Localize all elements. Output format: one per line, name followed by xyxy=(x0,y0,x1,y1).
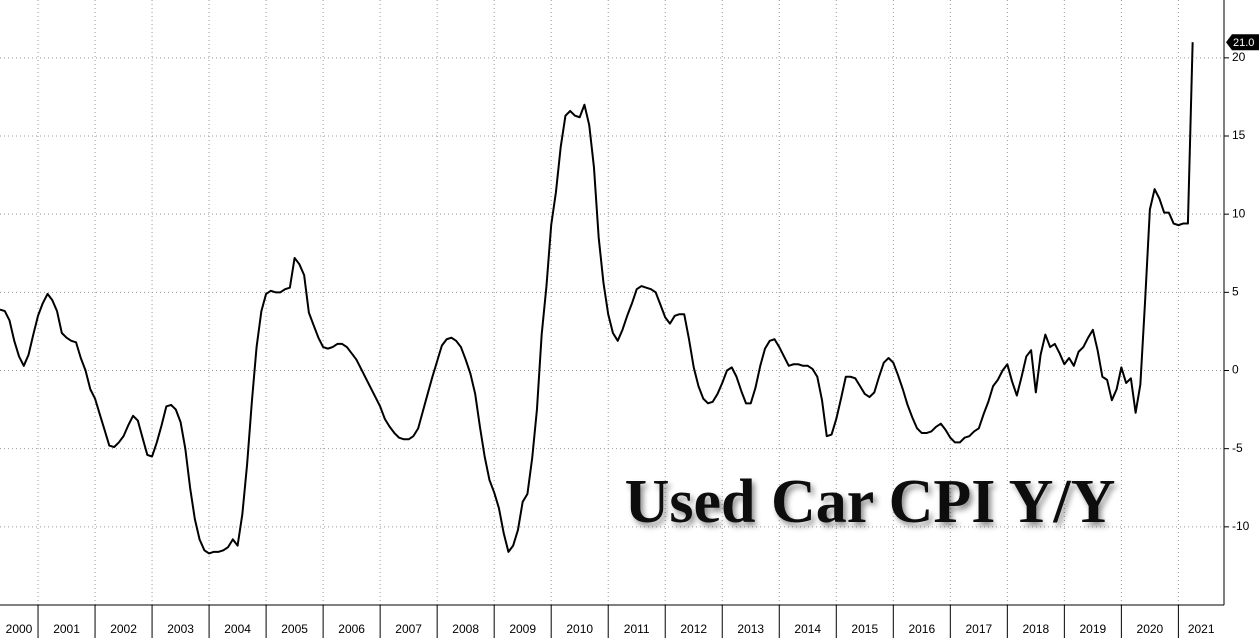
x-tick-label: 2016 xyxy=(908,622,935,636)
x-tick-label: 2011 xyxy=(624,622,650,636)
last-value-tag xyxy=(1226,34,1259,51)
x-tick-label: 2020 xyxy=(1137,622,1164,636)
x-tick-label: 2015 xyxy=(851,622,878,636)
x-tick-label: 2021 xyxy=(1188,622,1215,636)
y-tick-label: 5 xyxy=(1232,285,1239,299)
x-tick-label: 2010 xyxy=(566,622,593,636)
x-tick-label: 2019 xyxy=(1080,622,1107,636)
x-tick-label: 2014 xyxy=(794,622,821,636)
x-tick-label: 2008 xyxy=(452,622,479,636)
chart-title: Used Car CPI Y/Y xyxy=(625,468,1116,536)
y-tick-label: 20 xyxy=(1232,50,1246,64)
x-tick-label: 2002 xyxy=(110,622,137,636)
x-tick-label: 2003 xyxy=(167,622,194,636)
y-tick-label: 10 xyxy=(1232,206,1246,220)
x-tick-label: 2005 xyxy=(281,622,308,636)
x-tick-label: 2012 xyxy=(680,622,707,636)
x-tick-label: 2007 xyxy=(395,622,422,636)
x-tick-label: 2013 xyxy=(737,622,764,636)
line xyxy=(0,42,1194,555)
y-tick-label: -5 xyxy=(1232,441,1243,455)
y-tick-label: -10 xyxy=(1232,519,1250,533)
x-tick-label: 2001 xyxy=(53,622,80,636)
x-tick-label: 2000 xyxy=(6,622,33,636)
y-tick-label: 0 xyxy=(1232,363,1239,377)
y-tick-label: 15 xyxy=(1232,128,1246,142)
last-value-label: 21.0 xyxy=(1233,37,1254,49)
x-tick-label: 2006 xyxy=(338,622,365,636)
x-tick-label: 2009 xyxy=(509,622,536,636)
x-tick-label: 2018 xyxy=(1022,622,1049,636)
x-tick-label: 2004 xyxy=(224,622,251,636)
x-tick-label: 2017 xyxy=(965,622,992,636)
